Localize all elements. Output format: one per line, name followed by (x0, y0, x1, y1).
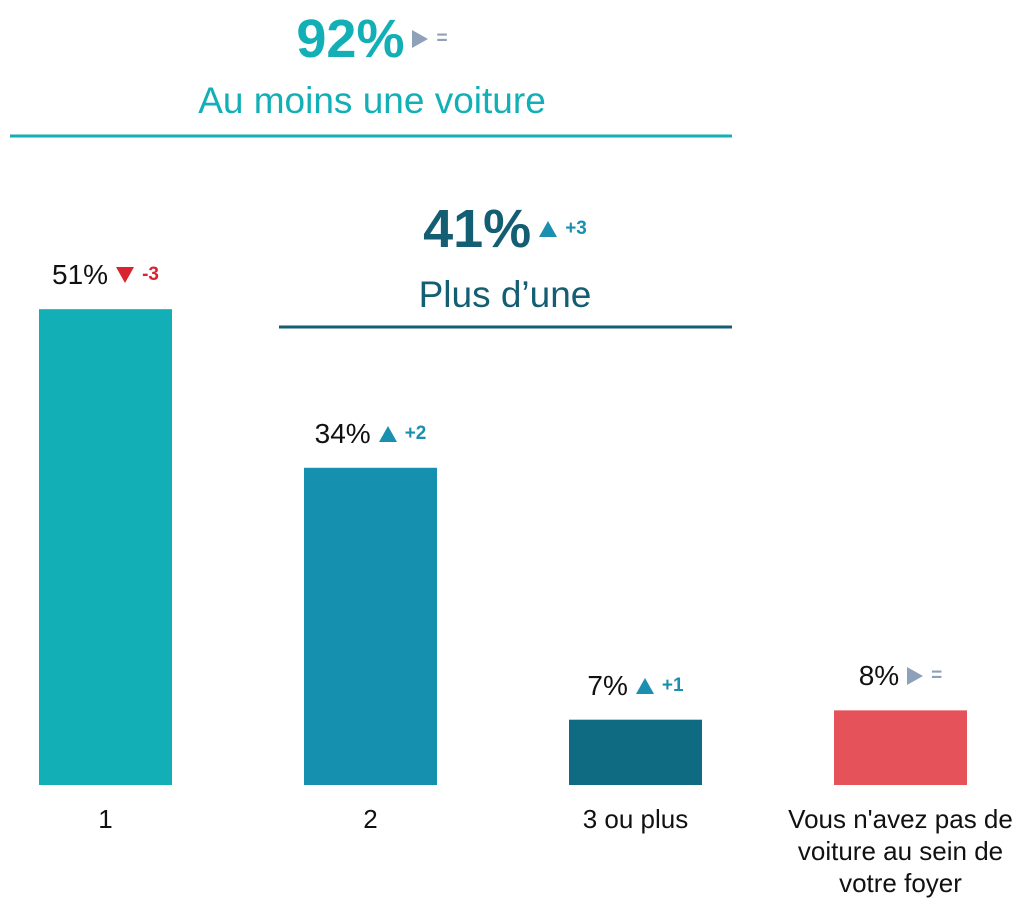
summary-change: = (436, 28, 448, 49)
bar (304, 467, 437, 785)
change-arrow (635, 677, 654, 694)
x-tick-label: 1 (98, 804, 113, 834)
summary-head: 41% +3 (355, 198, 655, 260)
change-label: +2 (404, 422, 427, 444)
x-tick-label: 3 ou plus (582, 804, 689, 834)
summary-label: Plus d’une (418, 274, 592, 315)
summary-label: Au moins une voiture (198, 80, 546, 121)
summary-change: +3 (565, 218, 587, 239)
change-arrow (378, 425, 397, 442)
summary-head: 92% = (222, 8, 522, 70)
bar (39, 309, 172, 785)
change-arrow (412, 30, 429, 48)
summary-value: 92% (296, 9, 405, 69)
change-arrow (116, 267, 135, 284)
change-label: +1 (661, 674, 684, 696)
x-tick-label: Vous n'avez pas de voiture au sein de vo… (788, 804, 1013, 898)
change-label: -3 (142, 264, 159, 286)
value-label-row: 8% = (751, 660, 1023, 692)
value-label-row: 7% +1 (486, 670, 786, 702)
change-arrow (539, 221, 558, 237)
value-label: 51% (52, 259, 109, 291)
value-label: 34% (314, 417, 371, 449)
summary-value: 41% (423, 199, 532, 259)
value-label: 8% (858, 660, 900, 692)
value-label: 7% (587, 669, 628, 701)
bar (834, 710, 967, 785)
value-label-row: 51% -3 (0, 259, 256, 291)
bar (569, 719, 702, 785)
value-label-row: 34% +2 (221, 418, 521, 450)
x-tick-label: 2 (363, 804, 378, 834)
change-label: = (931, 665, 943, 687)
change-arrow (907, 667, 924, 686)
